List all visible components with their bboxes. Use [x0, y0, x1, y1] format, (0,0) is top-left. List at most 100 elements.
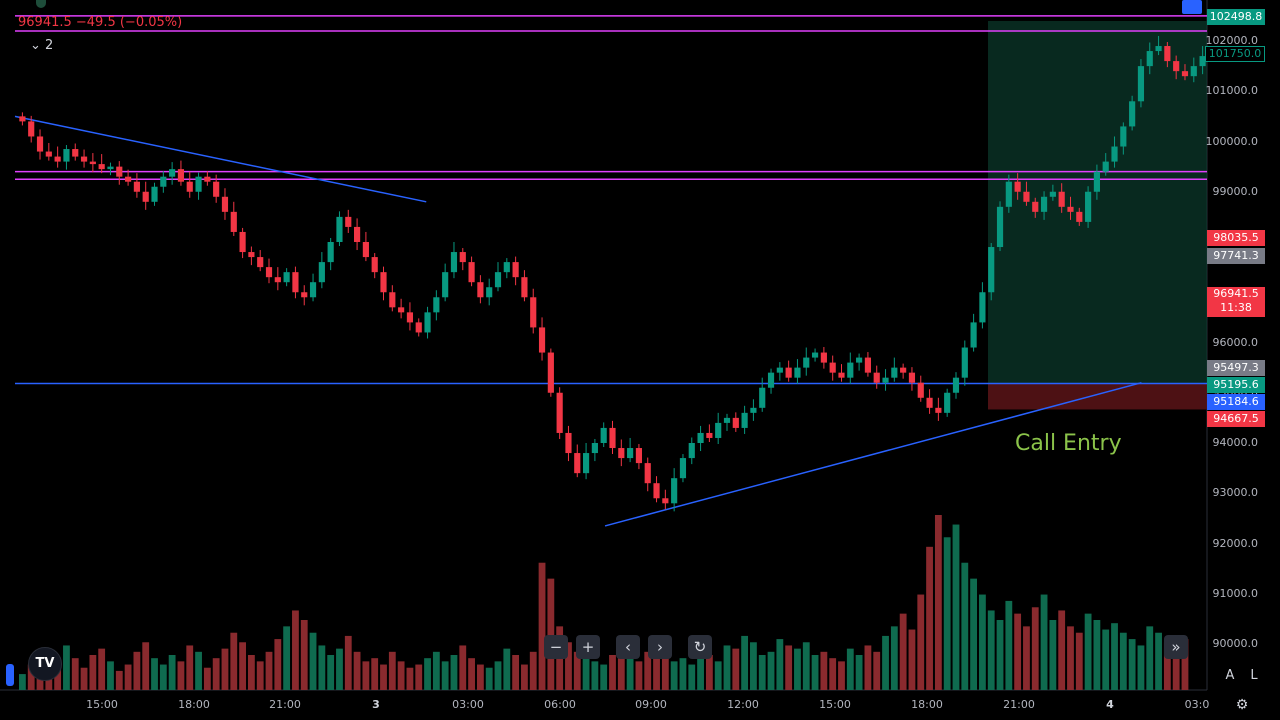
candle-body [327, 242, 334, 263]
candle-body [996, 206, 1004, 248]
volume-bar [547, 578, 555, 690]
volume-bar [758, 655, 766, 690]
volume-bar [142, 642, 150, 690]
volume-bar [432, 651, 440, 690]
candle-body [574, 453, 581, 474]
volume-bar [159, 664, 167, 690]
volume-bar [494, 661, 502, 690]
candle-body [468, 262, 475, 283]
candle-body [759, 387, 766, 408]
candle-body [926, 397, 933, 408]
volume-bar [1014, 613, 1022, 690]
volume-bar [318, 645, 326, 690]
scroll-right-button[interactable]: › [648, 635, 672, 659]
candle-body [380, 272, 387, 293]
log-scale-button[interactable]: L [1250, 668, 1258, 683]
volume-bar [838, 661, 845, 690]
volume-bar [864, 645, 872, 690]
volume-bar [362, 661, 370, 690]
volume-bar [1084, 613, 1092, 690]
chevron-down-icon: ⌄ [30, 38, 41, 53]
volume-bar [1075, 632, 1083, 690]
volume-bar [415, 664, 423, 690]
volume-bar [177, 661, 185, 690]
volume-bar [371, 658, 379, 690]
zoom-in-button[interactable]: + [576, 635, 600, 659]
candle-body [354, 226, 361, 242]
candle-body [72, 149, 79, 157]
volume-bar [115, 670, 123, 690]
symbol-legend: 96941.5 −49.5 (−0.05%) [18, 15, 183, 30]
candle-body [917, 382, 924, 398]
candle-body [89, 161, 96, 165]
indicators-collapse-toggle[interactable]: ⌄ 2 [30, 38, 53, 53]
volume-bar [714, 661, 722, 690]
candle-body [116, 166, 123, 177]
candle-body [433, 297, 440, 313]
candle-body [1146, 51, 1153, 67]
candle-body [873, 372, 880, 383]
candle-body [36, 136, 44, 152]
volume-bar [459, 645, 467, 690]
volume-bar [987, 610, 995, 690]
candle-body [19, 116, 26, 122]
trend-line [604, 381, 1142, 527]
volume-bar [1049, 620, 1057, 690]
time-tick-label: 03:0 [1184, 698, 1210, 711]
scroll-left-button[interactable]: ‹ [616, 635, 640, 659]
volume-bar [292, 610, 299, 690]
volume-bar [124, 664, 132, 690]
candle-body [204, 176, 211, 182]
candle-body [133, 181, 140, 192]
go-to-realtime-button[interactable]: » [1164, 635, 1188, 659]
candle-body [362, 242, 369, 258]
volume-bar [926, 546, 933, 690]
candle-body [28, 121, 35, 137]
candle-body [160, 176, 167, 187]
candle-body [1129, 101, 1136, 127]
time-tick-label: 03:00 [452, 698, 484, 711]
volume-bar [212, 658, 220, 690]
settings-gear-icon[interactable]: ⚙ [1235, 697, 1249, 713]
volume-bar [653, 645, 660, 690]
zoom-out-button[interactable]: − [544, 635, 568, 659]
candle-body [1102, 161, 1109, 172]
volume-bar [380, 664, 387, 690]
price-label-98035.5: 98035.5 [1207, 230, 1265, 246]
time-tick-label: 21:00 [1003, 698, 1035, 711]
call-entry-annotation: Call Entry [1015, 431, 1122, 456]
left-edge-handle[interactable] [6, 664, 14, 686]
volume-bar [300, 620, 308, 690]
time-tick-label: 3 [372, 698, 380, 711]
candle-body [908, 372, 916, 383]
candle-body [1076, 211, 1083, 222]
candle-body [600, 427, 607, 443]
volume-bar [582, 658, 590, 690]
candle-body [1155, 46, 1162, 52]
volume-bar [750, 642, 757, 690]
volume-bar [151, 658, 158, 690]
candle-body [494, 272, 502, 288]
volume-bar [309, 632, 317, 690]
top-right-square-icon[interactable] [1182, 0, 1202, 14]
volume-bar [979, 594, 986, 690]
reset-chart-button[interactable]: ↻ [688, 635, 712, 659]
volume-bar [503, 648, 511, 690]
candle-body [1120, 126, 1127, 147]
volume-bar [802, 642, 810, 690]
candle-body [785, 367, 792, 378]
auto-scale-button[interactable]: A [1225, 668, 1235, 683]
candle-body [627, 448, 634, 459]
time-tick-label: 15:00 [86, 698, 118, 711]
volume-bar [441, 661, 449, 690]
candle-body [80, 156, 88, 162]
candle-body [1067, 206, 1074, 212]
candle-body [318, 262, 325, 283]
candle-body [618, 448, 625, 459]
tradingview-logo-icon[interactable]: TV [28, 647, 62, 681]
time-tick-label: 18:00 [178, 698, 210, 711]
candle-body [635, 448, 643, 464]
volume-bar [485, 667, 493, 690]
